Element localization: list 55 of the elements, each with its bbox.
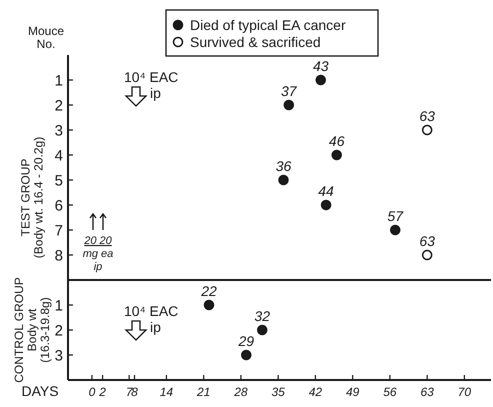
y-tick-label: 3 (54, 122, 63, 140)
x-tick-label: 35 (271, 385, 286, 399)
x-tick-label: 7 (126, 385, 134, 399)
y-tick-label: 1 (54, 72, 63, 90)
x-tick-label: 42 (308, 385, 322, 399)
point (256, 324, 268, 336)
y-tick-label: 3 (54, 347, 63, 364)
y-tick-label: 4 (54, 147, 63, 164)
x-tick-label: 49 (346, 385, 360, 399)
text: Mouce No. (28, 24, 64, 51)
legend-label: Died of typical EA cancer (190, 16, 346, 33)
x-tick-label: 63 (420, 385, 434, 399)
annotation: 10⁴ EAC ip (124, 303, 178, 335)
point (422, 124, 432, 136)
point (240, 350, 252, 360)
point (422, 250, 432, 260)
annotation: 37 (281, 83, 298, 99)
y-tick-label: 7 (54, 222, 63, 240)
y-tick-label: 1 (54, 297, 63, 314)
annotation: 57 (387, 208, 404, 224)
x-tick-label: 2 (98, 385, 106, 399)
point (320, 200, 332, 210)
y-tick-label: 6 (54, 197, 63, 214)
x-tick-label: 28 (233, 385, 248, 399)
y-axis-title: CONTROL GROUP Body wt (16.3-19.8g) (12, 277, 52, 383)
point (284, 100, 294, 110)
legend-label: Survived & sacrificed (190, 34, 321, 50)
x-tick-label: 8 (131, 385, 138, 399)
x-tick-label: 70 (458, 385, 472, 399)
point (278, 174, 289, 186)
y-tick-label: 5 (54, 172, 63, 190)
annotation: 29 (237, 333, 254, 349)
annotation: 20 20 mg ea ip (82, 235, 114, 273)
point (390, 224, 400, 236)
annotation: 36 (276, 158, 292, 174)
y-tick-label: 8 (54, 247, 63, 264)
y-tick-label: 2 (54, 97, 63, 114)
x-tick-label: 0 (88, 385, 96, 399)
annotation: 44 (318, 183, 334, 199)
annotation: 43 (312, 58, 329, 74)
x-tick-label: 21 (196, 385, 210, 399)
annotation: 10⁴ EAC ip (124, 69, 178, 101)
annotation: 63 (419, 233, 436, 249)
annotation: 46 (328, 133, 345, 149)
annotation: 63 (419, 108, 436, 124)
y-tick-label: 2 (54, 322, 63, 340)
x-tick-label: 56 (383, 385, 397, 399)
point (331, 150, 342, 160)
point (315, 74, 326, 86)
annotation: 32 (254, 308, 270, 324)
x-axis-title: DAYS (21, 383, 59, 399)
y-axis-title: TEST GROUP (Body wt. 16.4 - 20.2g) (18, 136, 46, 258)
point (204, 300, 214, 310)
x-tick-label: 14 (160, 385, 174, 399)
annotation: 22 (200, 283, 217, 299)
